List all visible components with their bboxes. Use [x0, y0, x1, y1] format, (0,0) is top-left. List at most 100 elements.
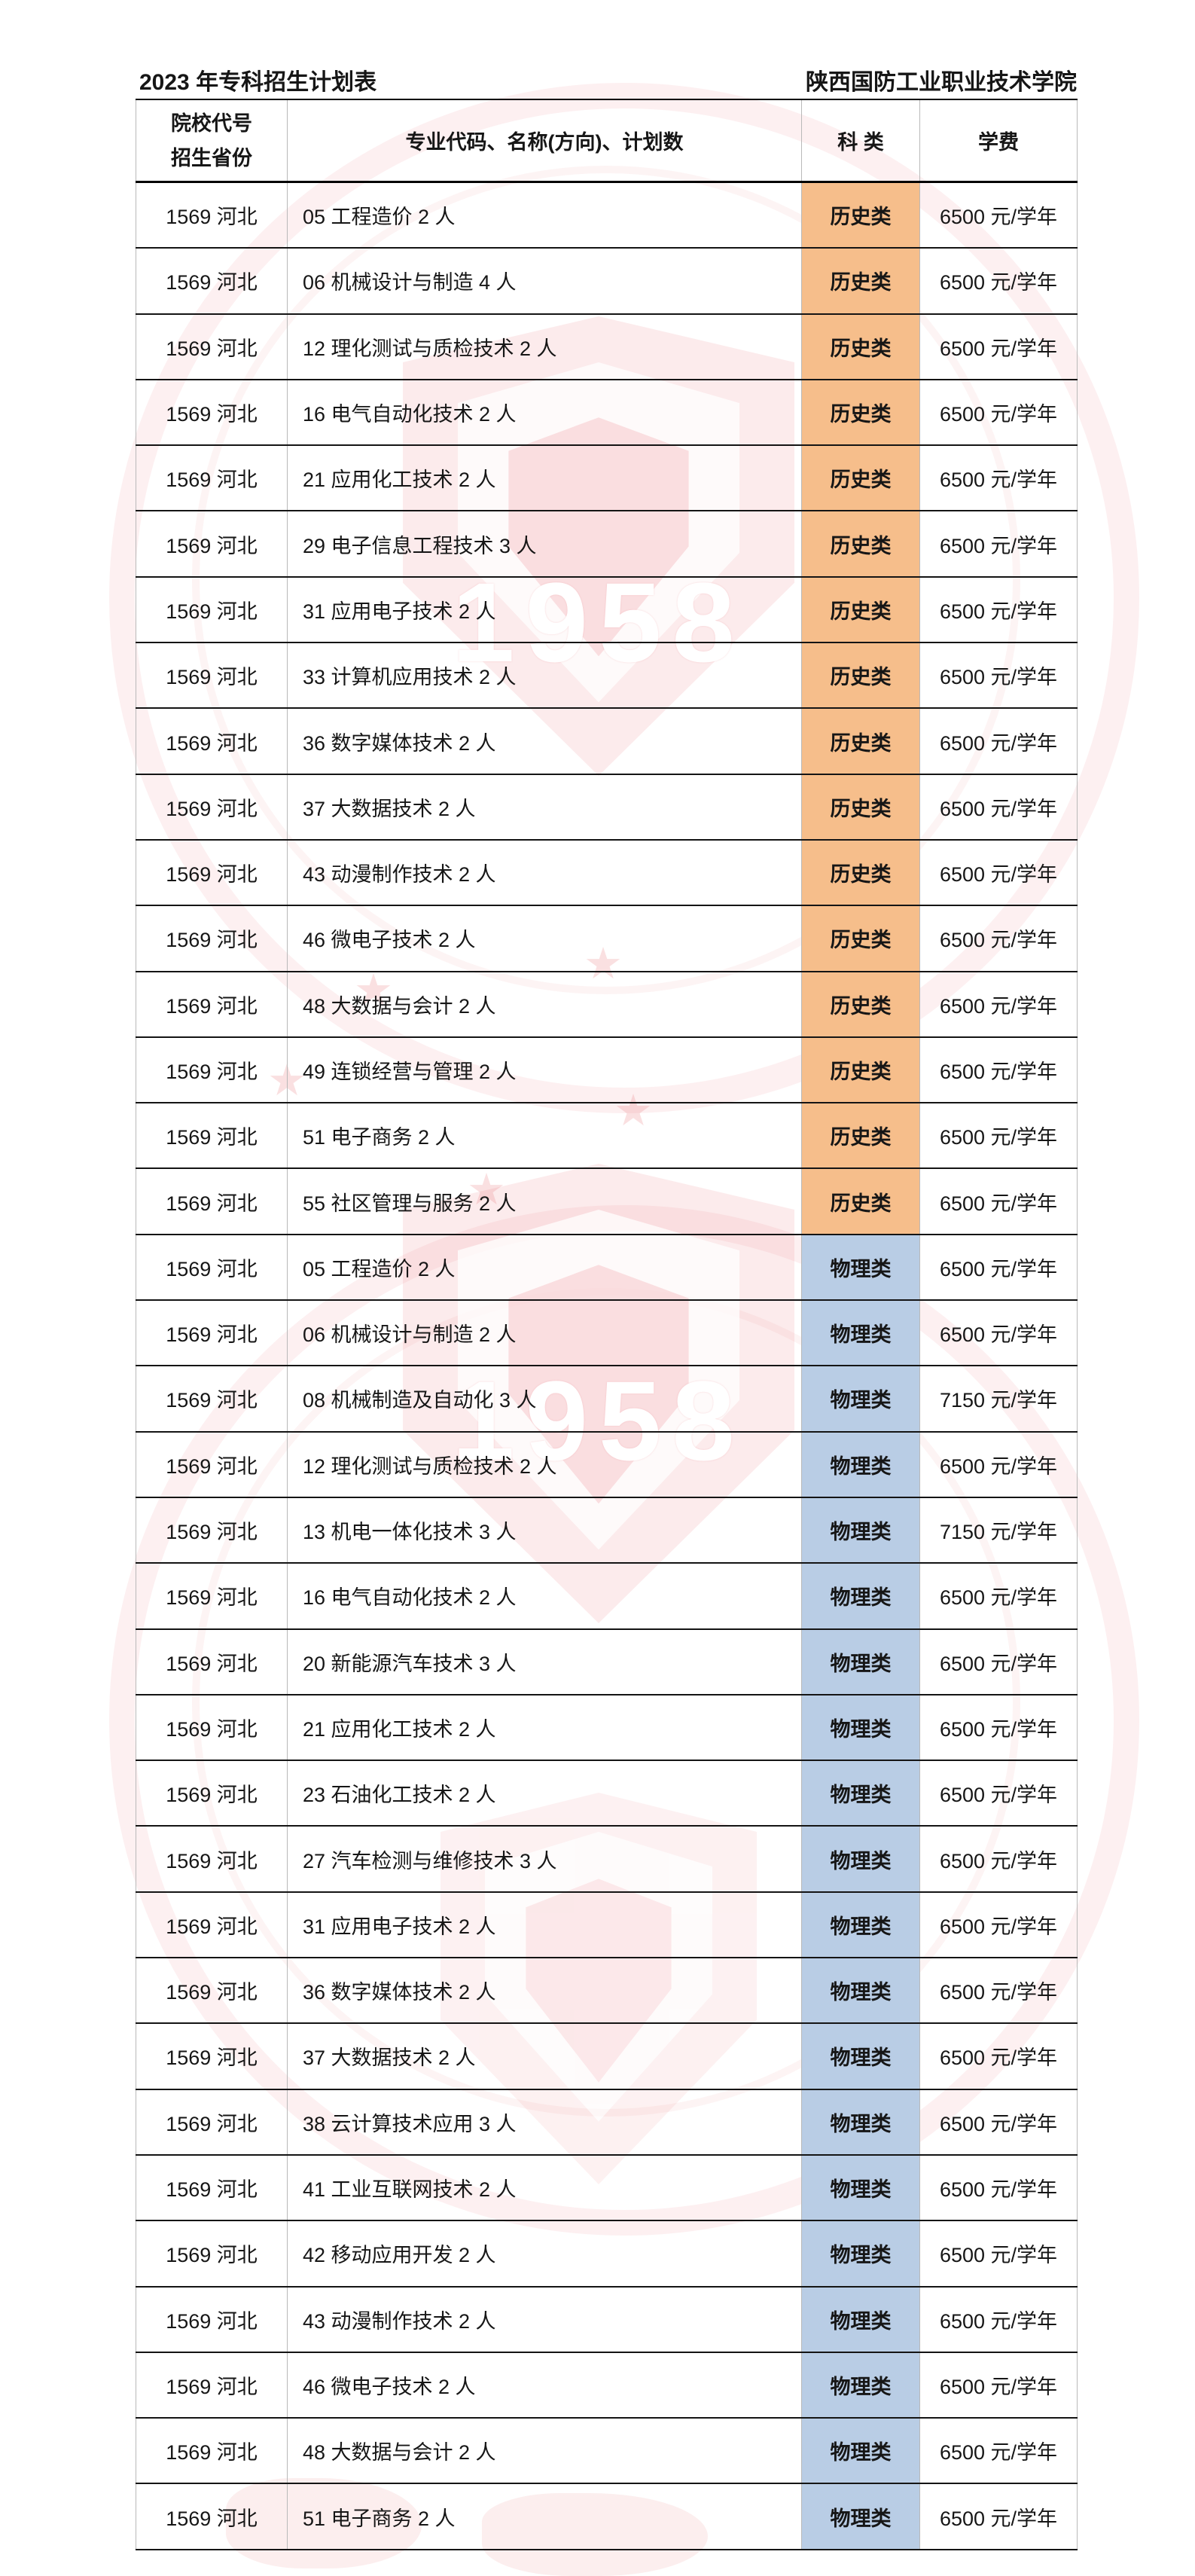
tuition-cell: 6500 元/学年: [919, 1103, 1078, 1170]
tuition-cell: 6500 元/学年: [919, 1168, 1078, 1235]
tuition-cell: 7150 元/学年: [919, 1366, 1078, 1433]
tuition-cell: 6500 元/学年: [919, 971, 1078, 1038]
subject-category-cell: 物理类: [801, 1760, 920, 1827]
major-info-cell: 36 数字媒体技术 2 人: [287, 1958, 802, 2025]
tuition-cell: 6500 元/学年: [919, 839, 1078, 907]
college-code-province-cell: 1569 河北: [136, 1103, 288, 1170]
college-code-province-cell: 1569 河北: [136, 2154, 288, 2222]
subject-category-cell: 历史类: [801, 313, 920, 380]
tuition-cell: 6500 元/学年: [919, 1036, 1078, 1104]
major-info-cell: 46 微电子技术 2 人: [287, 2352, 802, 2419]
table-row: 1569 河北 08 机械制造及自动化 3 人 物理类 7150 元/学年: [136, 1366, 1078, 1433]
major-info-cell: 51 电子商务 2 人: [287, 1103, 802, 1170]
college-code-province-cell: 1569 河北: [136, 2418, 288, 2485]
tuition-cell: 6500 元/学年: [919, 576, 1078, 644]
major-info-cell: 16 电气自动化技术 2 人: [287, 1563, 802, 1630]
major-info-cell: 43 动漫制作技术 2 人: [287, 839, 802, 907]
major-info-cell: 05 工程造价 2 人: [287, 1234, 802, 1302]
major-info-cell: 36 数字媒体技术 2 人: [287, 708, 802, 775]
header-major-info: 专业代码、名称(方向)、计划数: [287, 99, 802, 183]
major-info-cell: 21 应用化工技术 2 人: [287, 1694, 802, 1762]
college-code-province-cell: 1569 河北: [136, 576, 288, 644]
tuition-cell: 6500 元/学年: [919, 1628, 1078, 1695]
tuition-cell: 6500 元/学年: [919, 2483, 1078, 2550]
subject-category-cell: 历史类: [801, 708, 920, 775]
subject-category-cell: 物理类: [801, 2089, 920, 2156]
college-code-province-cell: 1569 河北: [136, 839, 288, 907]
table-row: 1569 河北 37 大数据技术 2 人 历史类 6500 元/学年: [136, 774, 1078, 841]
subject-category-cell: 历史类: [801, 642, 920, 710]
table-row: 1569 河北 42 移动应用开发 2 人 物理类 6500 元/学年: [136, 2220, 1078, 2288]
college-code-province-cell: 1569 河北: [136, 2023, 288, 2090]
subject-category-cell: 物理类: [801, 1958, 920, 2025]
table-header: 院校代号 招生省份 专业代码、名称(方向)、计划数 科 类 学费: [136, 99, 1078, 183]
major-info-cell: 51 电子商务 2 人: [287, 2483, 802, 2550]
major-info-cell: 46 微电子技术 2 人: [287, 905, 802, 972]
college-code-province-cell: 1569 河北: [136, 1628, 288, 1695]
table-row: 1569 河北 05 工程造价 2 人 物理类 6500 元/学年: [136, 1234, 1078, 1302]
major-info-cell: 37 大数据技术 2 人: [287, 2023, 802, 2090]
enrollment-plan-table: 院校代号 招生省份 专业代码、名称(方向)、计划数 科 类 学费 1569 河北…: [136, 99, 1078, 2550]
doc-header: 2023 年专科招生计划表 陕西国防工业职业技术学院: [139, 63, 1077, 96]
table-row: 1569 河北 49 连锁经营与管理 2 人 历史类 6500 元/学年: [136, 1036, 1078, 1104]
tuition-cell: 6500 元/学年: [919, 1891, 1078, 1959]
subject-category-cell: 物理类: [801, 2220, 920, 2288]
table-row: 1569 河北 51 电子商务 2 人 历史类 6500 元/学年: [136, 1103, 1078, 1170]
college-code-province-cell: 1569 河北: [136, 182, 288, 249]
major-info-cell: 38 云计算技术应用 3 人: [287, 2089, 802, 2156]
subject-category-cell: 物理类: [801, 1234, 920, 1302]
tuition-cell: 6500 元/学年: [919, 1958, 1078, 2025]
tuition-cell: 6500 元/学年: [919, 2023, 1078, 2090]
subject-category-cell: 历史类: [801, 379, 920, 447]
header-subject-category: 科 类: [801, 99, 920, 183]
major-info-cell: 27 汽车检测与维修技术 3 人: [287, 1826, 802, 1893]
subject-category-cell: 历史类: [801, 182, 920, 249]
college-code-province-cell: 1569 河北: [136, 1563, 288, 1630]
major-info-cell: 49 连锁经营与管理 2 人: [287, 1036, 802, 1104]
tuition-cell: 6500 元/学年: [919, 2418, 1078, 2485]
college-code-province-cell: 1569 河北: [136, 2220, 288, 2288]
college-code-province-cell: 1569 河北: [136, 1168, 288, 1235]
college-code-province-cell: 1569 河北: [136, 1760, 288, 1827]
college-code-province-cell: 1569 河北: [136, 1826, 288, 1893]
subject-category-cell: 物理类: [801, 2483, 920, 2550]
college-code-province-cell: 1569 河北: [136, 1431, 288, 1498]
table-row: 1569 河北 16 电气自动化技术 2 人 历史类 6500 元/学年: [136, 379, 1078, 447]
college-code-province-cell: 1569 河北: [136, 905, 288, 972]
college-code-province-cell: 1569 河北: [136, 1497, 288, 1564]
subject-category-cell: 历史类: [801, 971, 920, 1038]
major-info-cell: 08 机械制造及自动化 3 人: [287, 1366, 802, 1433]
major-info-cell: 31 应用电子技术 2 人: [287, 1891, 802, 1959]
college-code-province-cell: 1569 河北: [136, 445, 288, 512]
table-row: 1569 河北 37 大数据技术 2 人 物理类 6500 元/学年: [136, 2023, 1078, 2090]
subject-category-cell: 物理类: [801, 1300, 920, 1367]
tuition-cell: 6500 元/学年: [919, 182, 1078, 249]
subject-category-cell: 物理类: [801, 1826, 920, 1893]
college-code-province-cell: 1569 河北: [136, 313, 288, 380]
major-info-cell: 42 移动应用开发 2 人: [287, 2220, 802, 2288]
table-row: 1569 河北 06 机械设计与制造 4 人 历史类 6500 元/学年: [136, 248, 1078, 315]
subject-category-cell: 物理类: [801, 2418, 920, 2485]
table-row: 1569 河北 48 大数据与会计 2 人 历史类 6500 元/学年: [136, 971, 1078, 1038]
subject-category-cell: 物理类: [801, 2023, 920, 2090]
table-row: 1569 河北 12 理化测试与质检技术 2 人 历史类 6500 元/学年: [136, 313, 1078, 380]
table-row: 1569 河北 46 微电子技术 2 人 历史类 6500 元/学年: [136, 905, 1078, 972]
table-row: 1569 河北 12 理化测试与质检技术 2 人 物理类 6500 元/学年: [136, 1431, 1078, 1498]
major-info-cell: 55 社区管理与服务 2 人: [287, 1168, 802, 1235]
table-row: 1569 河北 48 大数据与会计 2 人 物理类 6500 元/学年: [136, 2418, 1078, 2485]
header-college-code-province: 院校代号 招生省份: [136, 99, 288, 183]
tuition-cell: 6500 元/学年: [919, 379, 1078, 447]
college-code-province-cell: 1569 河北: [136, 2089, 288, 2156]
subject-category-cell: 历史类: [801, 774, 920, 841]
subject-category-cell: 物理类: [801, 1563, 920, 1630]
table-row: 1569 河北 33 计算机应用技术 2 人 历史类 6500 元/学年: [136, 642, 1078, 710]
college-code-province-cell: 1569 河北: [136, 1036, 288, 1104]
tuition-cell: 6500 元/学年: [919, 708, 1078, 775]
college-code-province-cell: 1569 河北: [136, 1366, 288, 1433]
table-row: 1569 河北 31 应用电子技术 2 人 物理类 6500 元/学年: [136, 1891, 1078, 1959]
tuition-cell: 6500 元/学年: [919, 1760, 1078, 1827]
tuition-cell: 6500 元/学年: [919, 2154, 1078, 2222]
major-info-cell: 12 理化测试与质检技术 2 人: [287, 1431, 802, 1498]
college-code-province-cell: 1569 河北: [136, 511, 288, 578]
